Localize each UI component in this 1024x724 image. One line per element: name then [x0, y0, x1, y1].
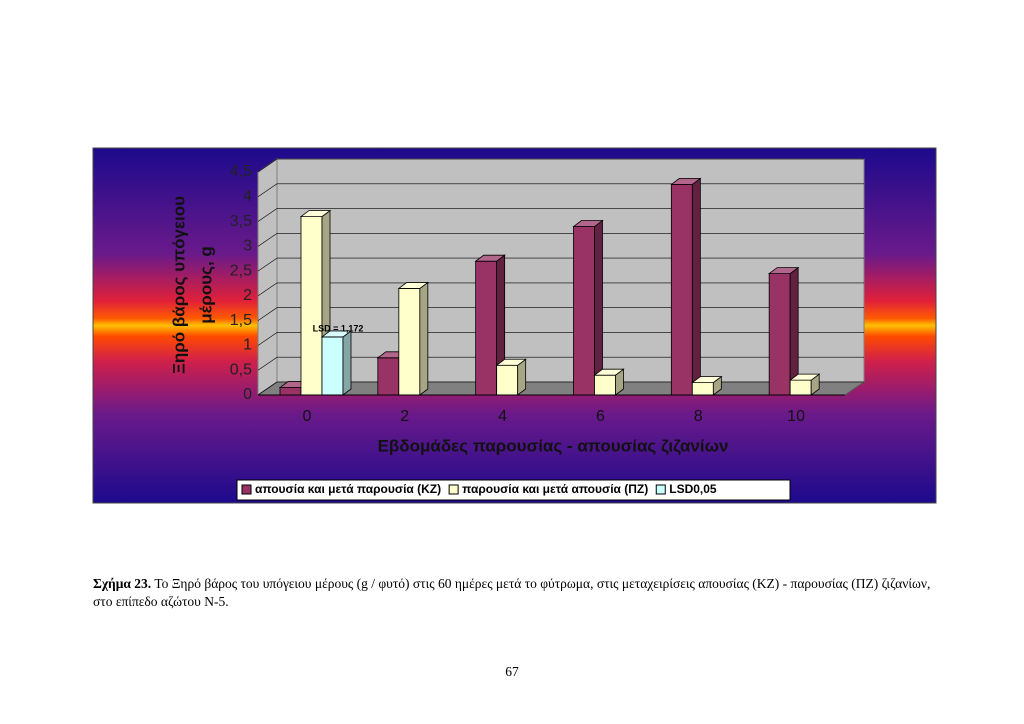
legend-swatch — [655, 484, 666, 495]
bar-front — [768, 273, 791, 396]
bar-side — [691, 177, 701, 396]
grid-line — [257, 332, 278, 346]
x-tick-label: 8 — [694, 408, 703, 425]
bar-top — [691, 376, 723, 384]
bar-front — [398, 288, 421, 396]
y-tick-label: 2,5 — [230, 262, 252, 279]
bar-front — [573, 226, 595, 396]
y-tick-label: 4 — [243, 188, 252, 205]
bar-top — [593, 368, 625, 376]
y-tick-label: 2 — [243, 287, 252, 304]
bar-side — [342, 330, 352, 396]
bar-top — [767, 267, 800, 274]
bar-front — [321, 336, 344, 396]
bar-front — [377, 357, 400, 396]
y-tick-label: 1,5 — [230, 312, 252, 329]
x-axis-title: Εβδομάδες παρουσίας - απουσίας ζιζανίων — [378, 436, 729, 455]
y-tick-label: 0 — [243, 386, 252, 403]
legend-swatch — [241, 484, 252, 495]
y-tick-label: 0,5 — [230, 361, 252, 378]
bar-front — [475, 260, 498, 396]
bar-top — [320, 330, 353, 338]
y-axis-title: Ξηρό βάρος υπόγειου μέρους, g — [169, 196, 215, 374]
bar-front — [789, 379, 812, 396]
grid-line — [257, 381, 278, 396]
grid-line — [257, 356, 278, 371]
bar-top — [495, 358, 527, 366]
legend — [236, 479, 791, 501]
x-tick-label: 4 — [498, 408, 507, 425]
grid-line — [257, 282, 278, 297]
bar-top — [788, 373, 821, 381]
y-tick-label: 3 — [243, 238, 252, 255]
bar-top — [572, 220, 604, 227]
legend-label: παρουσία και μετά απουσία (ΠΖ) — [462, 482, 648, 496]
grid-line — [257, 208, 278, 222]
bar-front — [594, 374, 616, 396]
bar-front — [300, 216, 323, 396]
y-tick-label: 1 — [243, 337, 252, 354]
legend-swatch — [448, 484, 459, 495]
x-tick-label: 10 — [787, 408, 805, 425]
bar-side — [594, 219, 603, 396]
grid-line — [257, 183, 278, 198]
bar-top — [670, 177, 702, 185]
y-tick-label: 3,5 — [230, 213, 252, 230]
bar-side — [419, 281, 429, 396]
bar-front — [691, 382, 714, 396]
bar-front — [496, 364, 519, 396]
grid-line — [257, 307, 278, 321]
x-tick-label: 0 — [302, 408, 311, 425]
bar-top — [299, 210, 332, 218]
grid-line — [257, 158, 278, 173]
grid-line — [257, 233, 278, 247]
y-axis-title-line: μέρους, g — [196, 246, 215, 324]
side-wall — [257, 158, 278, 396]
caption-text: Το Ξηρό βάρος του υπόγειου μέρους (g / φ… — [93, 576, 931, 609]
caption-label: Σχήμα 23. — [93, 576, 152, 591]
bar-top — [474, 254, 506, 262]
y-tick-label: 4,5 — [230, 163, 252, 180]
annotation: LSD = 1,172 — [313, 323, 364, 333]
bar-front — [279, 387, 302, 396]
caption: Σχήμα 23. Το Ξηρό βάρος του υπόγειου μέρ… — [93, 575, 938, 611]
grid-line — [257, 257, 278, 272]
legend-label: LSD0,05 — [669, 482, 717, 496]
page-number: 67 — [505, 664, 519, 679]
y-axis-title-line: Ξηρό βάρος υπόγειου — [169, 196, 188, 374]
x-tick-label: 2 — [400, 408, 409, 425]
bar-top — [397, 282, 430, 289]
bar-front — [670, 183, 693, 396]
x-tick-label: 6 — [596, 408, 605, 425]
legend-label: απουσία και μετά παρουσία (ΚΖ) — [255, 482, 441, 496]
